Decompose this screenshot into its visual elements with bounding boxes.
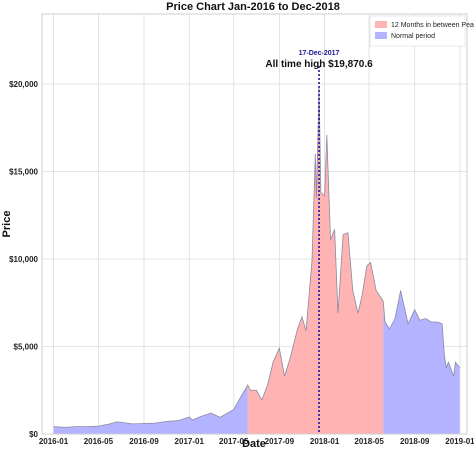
x-tick-label: 2019-01 (445, 437, 474, 446)
peak-period-area (247, 86, 384, 434)
y-tick-label: $5,000 (14, 343, 39, 352)
legend-box (369, 15, 466, 47)
x-tick-label: 2018-05 (354, 437, 384, 446)
x-axis-label: Date (242, 438, 266, 450)
y-tick-label: $15,000 (9, 168, 38, 177)
y-axis-label: Price (1, 211, 13, 238)
legend-label: Normal period (391, 33, 435, 40)
x-tick-label: 2018-01 (310, 437, 340, 446)
annotation-layer: 17-Dec-2017 All time high $19,870.6 (265, 50, 373, 434)
chart-title: Price Chart Jan-2016 to Dec-2018 (166, 1, 340, 13)
x-tick-label: 2016-09 (129, 437, 159, 446)
x-tick-label: 2016-01 (39, 437, 69, 446)
x-tick-label: 2017-05 (219, 437, 249, 446)
price-line (53, 86, 460, 428)
legend-label: 12 Months in between Peak (391, 22, 474, 29)
normal-period-area-after (383, 290, 460, 434)
normal-period-area-before (53, 385, 248, 434)
legend: 12 Months in between Peak Normal period (369, 15, 474, 47)
y-tick-label: $0 (29, 430, 38, 439)
legend-swatch (375, 21, 387, 28)
tick-layer: 2016-01 2016-05 2016-09 2017-01 2017-05 2017-… (9, 80, 474, 446)
x-tick-label: 2016-05 (84, 437, 114, 446)
y-tick-label: $10,000 (9, 255, 38, 264)
ath-date-label: 17-Dec-2017 (299, 50, 340, 57)
x-tick-label: 2017-01 (175, 437, 205, 446)
x-tick-label: 2017-09 (265, 437, 295, 446)
grid-layer (42, 14, 467, 435)
y-tick-label: $20,000 (9, 80, 38, 89)
plot-frame (41, 13, 468, 435)
area-layer (53, 86, 460, 434)
ath-label: All time high $19,870.6 (265, 59, 373, 70)
x-tick-label: 2018-09 (400, 437, 430, 446)
legend-swatch (375, 32, 387, 39)
